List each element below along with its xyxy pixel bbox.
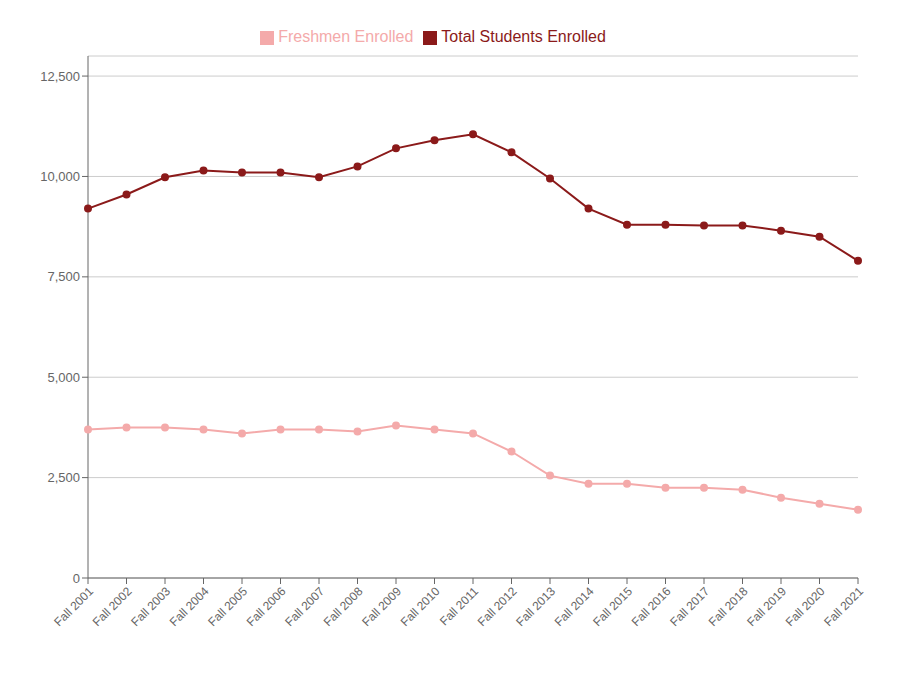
svg-text:Fall 2008: Fall 2008 <box>321 584 366 629</box>
svg-text:Fall 2012: Fall 2012 <box>475 584 520 629</box>
svg-text:Fall 2013: Fall 2013 <box>513 584 558 629</box>
svg-text:Fall 2017: Fall 2017 <box>667 584 712 629</box>
svg-text:Fall 2002: Fall 2002 <box>90 584 135 629</box>
html-text:Freshmen Enrolled: Freshmen Enrolled <box>278 28 414 45</box>
svg-text:Fall 2004: Fall 2004 <box>167 584 212 629</box>
svg-text:Fall 2005: Fall 2005 <box>205 584 250 629</box>
svg-text:Fall 2015: Fall 2015 <box>590 584 635 629</box>
html-text:Total Students Enrolled: Total Students Enrolled <box>441 28 606 45</box>
svg-text:12,500: 12,500 <box>40 69 80 84</box>
svg-text:2,500: 2,500 <box>47 470 80 485</box>
svg-text:7,500: 7,500 <box>47 269 80 284</box>
svg-text:Fall 2003: Fall 2003 <box>128 584 173 629</box>
svg-text:Fall 2018: Fall 2018 <box>706 584 751 629</box>
svg-text:Fall 2006: Fall 2006 <box>244 584 289 629</box>
svg-text:10,000: 10,000 <box>40 169 80 184</box>
svg-text:0: 0 <box>73 571 80 586</box>
svg-text:Fall 2021: Fall 2021 <box>821 584 866 629</box>
svg-text:Fall 2001: Fall 2001 <box>51 584 96 629</box>
svg-text:5,000: 5,000 <box>47 370 80 385</box>
svg-text:Fall 2011: Fall 2011 <box>437 584 481 628</box>
svg-text:Fall 2009: Fall 2009 <box>359 584 404 629</box>
svg-text:Fall 2019: Fall 2019 <box>744 584 789 629</box>
svg-text:Fall 2020: Fall 2020 <box>783 584 828 629</box>
svg-text:Fall 2007: Fall 2007 <box>282 584 327 629</box>
svg-text:Fall 2010: Fall 2010 <box>398 584 443 629</box>
svg-text:Fall 2014: Fall 2014 <box>552 584 597 629</box>
svg-text:Fall 2016: Fall 2016 <box>629 584 674 629</box>
